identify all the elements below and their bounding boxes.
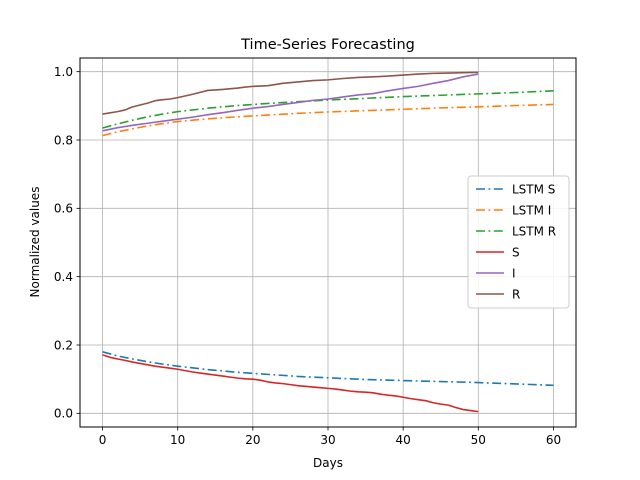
y-tick-label: 0.6 xyxy=(54,202,73,216)
x-tick-label: 40 xyxy=(396,433,411,447)
series-line-lstm-r xyxy=(102,90,554,129)
series-lines xyxy=(102,71,554,413)
x-axis-ticks: 0 10 20 30 40 50 60 xyxy=(99,427,561,447)
series-line-s xyxy=(102,354,479,413)
legend-box xyxy=(467,175,570,309)
x-tick-label: 10 xyxy=(170,433,185,447)
series-line-i xyxy=(102,73,479,132)
chart-title: Time-Series Forecasting xyxy=(240,37,415,53)
x-tick-label: 0 xyxy=(99,433,107,447)
y-tick-label: 0.0 xyxy=(54,407,73,421)
series-line-r xyxy=(102,71,479,115)
y-tick-label: 0.2 xyxy=(54,338,73,352)
series-line-lstm-s xyxy=(102,351,554,387)
y-tick-label: 0.4 xyxy=(54,270,73,284)
legend: LSTM S LSTM I LSTM R SIR xyxy=(467,175,570,309)
x-tick-label: 50 xyxy=(471,433,486,447)
legend-label-s: S xyxy=(512,245,520,259)
x-tick-label: 60 xyxy=(546,433,561,447)
series-line-lstm-i xyxy=(102,103,554,137)
legend-label-i: I xyxy=(512,266,516,280)
legend-label-r: R xyxy=(512,287,520,301)
x-tick-label: 30 xyxy=(320,433,335,447)
legend-label-lstm-s: LSTM S xyxy=(512,182,555,196)
y-tick-label: 1.0 xyxy=(54,65,73,79)
legend-label-lstm-r: LSTM R xyxy=(512,224,556,238)
y-tick-label: 0.8 xyxy=(54,133,73,147)
legend-label-lstm-i: LSTM I xyxy=(512,203,551,217)
x-axis-label: Days xyxy=(313,456,343,470)
x-tick-label: 20 xyxy=(245,433,260,447)
y-axis-label: Normalized values xyxy=(28,187,42,298)
y-axis-ticks: 0.0 0.2 0.4 0.6 0.8 1.0 xyxy=(54,65,80,421)
